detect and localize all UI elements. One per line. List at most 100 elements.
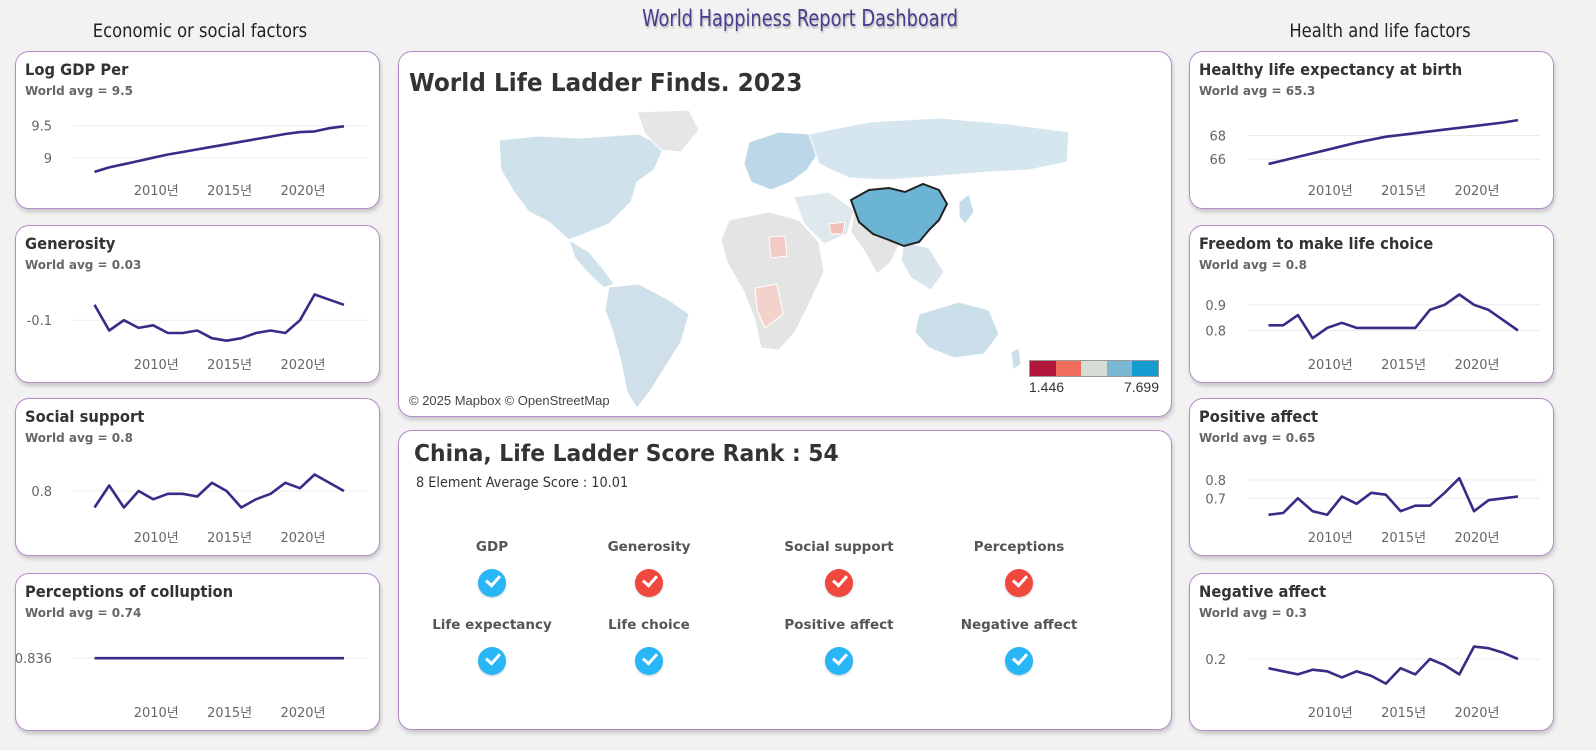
x-tick-label: 2020년 <box>280 706 325 721</box>
element-life-choice: Life choice <box>574 617 724 675</box>
data-point <box>340 654 348 662</box>
data-point <box>1265 511 1273 519</box>
data-point <box>149 495 157 503</box>
data-point <box>193 145 201 153</box>
x-tick-label: 2020년 <box>1454 531 1499 546</box>
data-point <box>1499 119 1507 127</box>
legend-min-label: 1.446 <box>1029 379 1065 395</box>
series-line <box>1268 118 1519 166</box>
data-point <box>1294 494 1302 502</box>
card-perceptions-corruption[interactable]: Perceptions of colluption World avg = 0.… <box>15 573 380 731</box>
element-social-support: Social support <box>764 539 914 597</box>
element-label: Positive affect <box>784 617 894 633</box>
line-chart-negative-affect[interactable]: 0.2 2010년 2015년 2020년 <box>1190 574 1554 731</box>
card-negative-affect[interactable]: Negative affect World avg = 0.3 0.2 2010년… <box>1189 573 1554 731</box>
x-tick-label: 2010년 <box>134 531 179 546</box>
line-chart-positive-affect[interactable]: 0.8 0.7 2010년 2015년 2020년 <box>1190 399 1554 556</box>
data-point <box>1294 670 1302 678</box>
card-title: Log GDP Per <box>25 60 129 79</box>
russia <box>808 117 1070 181</box>
data-point <box>135 324 143 332</box>
element-generosity: Generosity <box>574 539 724 597</box>
card-positive-affect[interactable]: Positive affect World avg = 0.65 0.8 0.7 2… <box>1189 398 1554 556</box>
data-point <box>120 316 128 324</box>
data-point <box>1441 661 1449 669</box>
data-point <box>164 151 172 159</box>
map-attribution[interactable]: © 2025 Mapbox © OpenStreetMap <box>409 393 610 408</box>
card-generosity[interactable]: Generosity World avg = 0.03 -0.1 2010년 201… <box>15 225 380 383</box>
data-point <box>1279 667 1287 675</box>
data-point <box>105 326 113 334</box>
data-point <box>1309 507 1317 515</box>
data-point <box>1382 491 1390 499</box>
data-point <box>91 301 99 309</box>
data-point <box>267 133 275 141</box>
data-point <box>149 154 157 162</box>
line-chart-freedom[interactable]: 0.9 0.8 2010년 2015년 2020년 <box>1190 226 1554 383</box>
data-point <box>1323 146 1331 154</box>
line-chart-perceptions[interactable]: 0.836 2010년 2015년 2020년 <box>16 574 380 731</box>
data-point <box>311 127 319 135</box>
left-column-title: Economic or social factors <box>92 20 308 42</box>
card-healthy-life-expectancy[interactable]: Healthy life expectancy at birth World a… <box>1189 51 1554 209</box>
legend-swatch <box>1055 361 1082 376</box>
card-freedom-life-choice[interactable]: Freedom to make life choice World avg = … <box>1189 225 1554 383</box>
data-point <box>1265 160 1273 168</box>
data-point <box>1279 321 1287 329</box>
low-score-region-africa-north <box>768 235 788 259</box>
data-point <box>1499 649 1507 657</box>
x-tick-label: 2020년 <box>1454 184 1499 199</box>
data-point <box>1397 664 1405 672</box>
world-map-card[interactable]: World Life Ladder Finds. 2023 <box>398 51 1172 417</box>
x-tick-label: 2010년 <box>134 184 179 199</box>
data-point <box>311 291 319 299</box>
card-world-avg: World avg = 0.8 <box>25 431 134 445</box>
element-positive-affect: Positive affect <box>764 617 914 675</box>
data-point <box>1353 324 1361 332</box>
data-point <box>164 490 172 498</box>
data-point <box>1323 324 1331 332</box>
element-label: GDP <box>475 539 509 555</box>
line-chart-generosity[interactable]: -0.1 2010년 2015년 2020년 <box>16 226 380 383</box>
data-point <box>1411 502 1419 510</box>
data-point <box>1514 493 1522 501</box>
data-point <box>1441 126 1449 134</box>
data-point <box>193 326 201 334</box>
data-point <box>1353 500 1361 508</box>
data-point <box>1397 507 1405 515</box>
line-chart-social-support[interactable]: 0.8 2010년 2015년 2020년 <box>16 399 380 556</box>
line-chart-life-expectancy[interactable]: 68 66 2010년 2015년 2020년 <box>1190 52 1554 209</box>
central-america <box>568 238 615 289</box>
data-point <box>208 479 216 487</box>
series-line <box>93 293 345 342</box>
data-point <box>311 471 319 479</box>
card-title: Negative affect <box>1199 582 1327 601</box>
data-point <box>149 321 157 329</box>
element-label: Generosity <box>607 539 691 555</box>
y-tick-label: -0.1 <box>27 314 52 329</box>
greenland <box>636 109 700 153</box>
data-point <box>1455 291 1463 299</box>
world-map[interactable] <box>399 52 1172 417</box>
line-chart-log-gdp[interactable]: 9.5 9 2010년 2015년 2020년 <box>16 52 380 209</box>
data-point <box>91 168 99 176</box>
card-log-gdp[interactable]: Log GDP Per World avg = 9.5 9.5 9 2010년 201… <box>15 51 380 209</box>
data-point <box>223 337 231 345</box>
data-point <box>1382 133 1390 141</box>
check-good-icon <box>635 647 663 675</box>
check-good-icon <box>1005 647 1033 675</box>
data-point <box>1455 474 1463 482</box>
new-zealand <box>1010 347 1022 371</box>
card-world-avg: World avg = 65.3 <box>1199 84 1316 98</box>
legend-swatch <box>1081 361 1107 376</box>
data-point <box>281 329 289 337</box>
card-title: Generosity <box>25 234 116 253</box>
data-point <box>1353 139 1361 147</box>
data-point <box>1265 321 1273 329</box>
card-social-support[interactable]: Social support World avg = 0.8 0.8 2010년 2… <box>15 398 380 556</box>
x-tick-label: 2010년 <box>1308 706 1353 721</box>
element-negative-affect: Negative affect <box>944 617 1094 675</box>
series-line <box>1268 645 1519 685</box>
y-tick-label: 9 <box>44 152 52 167</box>
series-line <box>94 125 345 174</box>
